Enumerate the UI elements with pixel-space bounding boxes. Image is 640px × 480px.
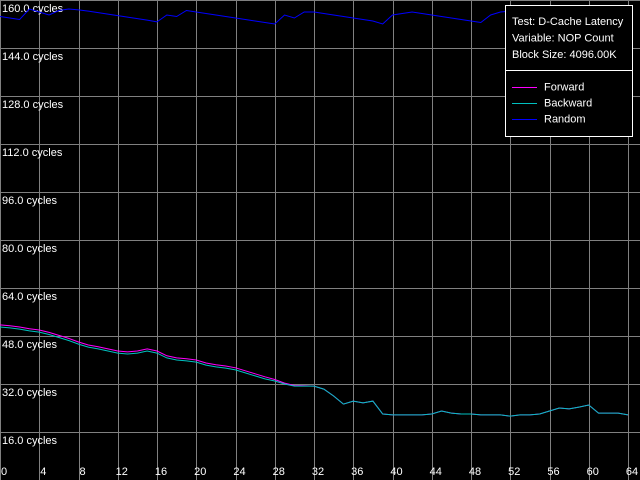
series-line — [0, 326, 629, 417]
x-tick-label: 28 — [273, 466, 285, 478]
y-tick-label: 96.0 cycles — [2, 195, 58, 207]
info-text: Block Size: 4096.00K — [512, 49, 617, 61]
y-tick-label: 32.0 cycles — [2, 387, 58, 399]
y-tick-label: 48.0 cycles — [2, 339, 58, 351]
legend-label: Backward — [544, 97, 592, 109]
x-tick-label: 60 — [587, 466, 599, 478]
legend: Test: D-Cache Latency Variable: NOP Count… — [505, 5, 633, 137]
x-tick-label: 44 — [430, 466, 442, 478]
y-tick-label: 144.0 cycles — [2, 51, 64, 63]
x-tick-label: 12 — [116, 466, 128, 478]
y-tick-label: 16.0 cycles — [2, 435, 58, 447]
x-tick-label: 8 — [79, 466, 85, 478]
x-tick-label: 40 — [390, 466, 402, 478]
x-tick-label: 36 — [351, 466, 363, 478]
x-tick-label: 16 — [155, 466, 167, 478]
x-tick-label: 64 — [626, 466, 638, 478]
y-tick-label: 64.0 cycles — [2, 291, 58, 303]
x-tick-label: 32 — [312, 466, 324, 478]
x-tick-label: 4 — [40, 466, 46, 478]
x-tick-label: 24 — [233, 466, 245, 478]
x-tick-label: 48 — [469, 466, 481, 478]
y-tick-label: 80.0 cycles — [2, 243, 58, 255]
x-tick-label: 52 — [508, 466, 520, 478]
info-text: Test: D-Cache Latency — [512, 16, 624, 28]
x-tick-label: 0 — [1, 466, 7, 478]
x-tick-label: 20 — [194, 466, 206, 478]
y-tick-label: 128.0 cycles — [2, 99, 64, 111]
info-text: Variable: NOP Count — [512, 32, 614, 44]
legend-label: Forward — [544, 81, 584, 93]
y-tick-label: 112.0 cycles — [2, 147, 63, 159]
y-tick-label: 160.0 cycles — [2, 3, 64, 15]
legend-label: Random — [544, 113, 586, 125]
x-tick-label: 56 — [547, 466, 559, 478]
